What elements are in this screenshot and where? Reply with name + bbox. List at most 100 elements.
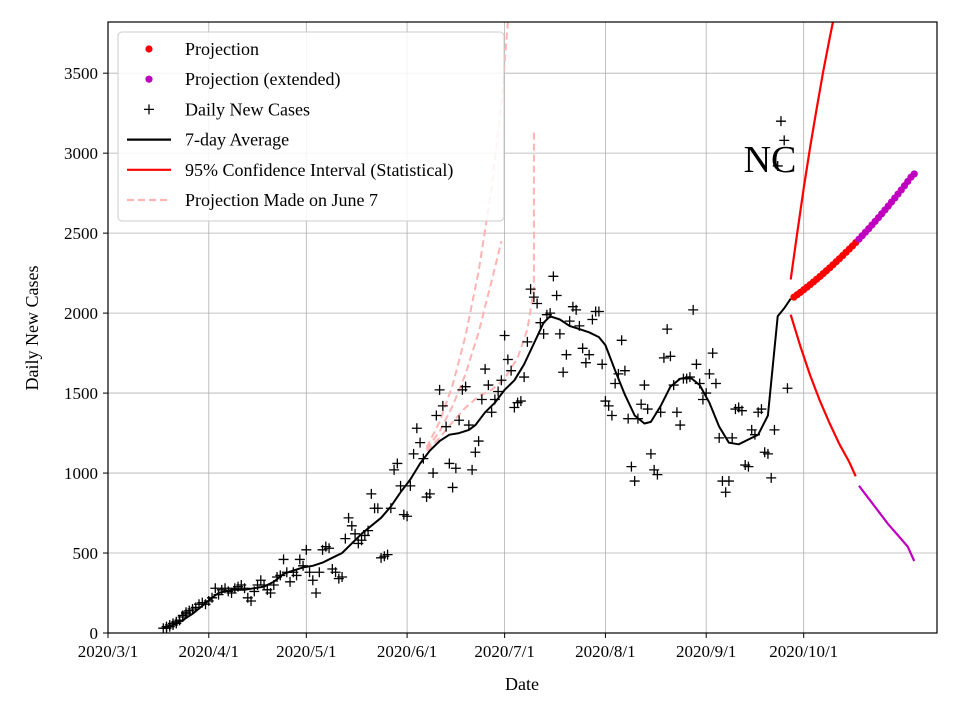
daily-case-marker <box>769 424 780 435</box>
legend-label: Projection Made on June 7 <box>185 190 378 210</box>
daily-case-marker <box>688 304 699 315</box>
daily-case-marker <box>392 458 403 469</box>
daily-case-marker <box>496 375 507 386</box>
daily-case-marker <box>665 351 676 362</box>
legend-item: Projection (extended) <box>145 69 340 90</box>
daily-case-marker <box>210 583 221 594</box>
legend-label: Projection <box>185 39 259 59</box>
daily-case-marker <box>372 503 383 514</box>
daily-case-marker <box>285 576 296 587</box>
daily-case-marker <box>519 372 530 383</box>
daily-case-marker <box>441 421 452 432</box>
legend-marker <box>144 104 154 115</box>
daily-case-marker <box>639 380 650 391</box>
y-tick-label: 2000 <box>64 304 98 323</box>
daily-case-marker <box>395 480 406 491</box>
daily-case-marker <box>450 463 461 474</box>
daily-case-marker <box>671 407 682 418</box>
ci-lower-line <box>789 314 857 477</box>
annotation-state-label: NC <box>744 139 797 181</box>
daily-case-marker <box>428 468 439 479</box>
daily-case-marker <box>246 596 257 607</box>
x-tick-label: 2020/4/1 <box>179 642 239 661</box>
daily-case-marker <box>340 533 351 544</box>
daily-case-marker <box>502 354 513 365</box>
x-tick-label: 2020/8/1 <box>575 642 635 661</box>
daily-case-marker <box>727 432 738 443</box>
june7-projection-upper-line <box>425 22 509 448</box>
daily-case-marker <box>467 464 478 475</box>
daily-case-marker <box>779 135 790 146</box>
legend-label: 7-day Average <box>185 130 289 150</box>
legend-item: 95% Confidence Interval (Statistical) <box>127 160 453 181</box>
legend-label: 95% Confidence Interval (Statistical) <box>185 160 453 181</box>
daily-case-marker <box>766 472 777 483</box>
daily-case-marker <box>460 381 471 392</box>
daily-case-marker <box>311 588 322 599</box>
daily-case-marker <box>463 420 474 431</box>
daily-case-marker <box>447 482 458 493</box>
daily-case-marker <box>298 560 309 571</box>
seven-day-average-line <box>162 298 792 630</box>
daily-case-marker <box>434 384 445 395</box>
daily-case-marker <box>564 316 575 327</box>
x-tick-label: 2020/10/1 <box>769 642 838 661</box>
daily-case-marker <box>548 271 559 282</box>
legend-marker <box>145 75 153 83</box>
projection-extended-dot <box>910 170 918 178</box>
daily-case-marker <box>616 335 627 346</box>
daily-case-marker <box>402 511 413 522</box>
daily-case-marker <box>528 292 539 303</box>
daily-case-marker <box>437 400 448 411</box>
legend-item: Daily New Cases <box>144 99 310 119</box>
ci-upper-line <box>789 22 835 280</box>
y-tick-label: 0 <box>90 624 99 643</box>
y-tick-label: 500 <box>73 544 99 563</box>
daily-case-marker <box>714 432 725 443</box>
daily-case-marker <box>346 520 357 531</box>
y-tick-label: 1500 <box>64 384 98 403</box>
daily-case-marker <box>642 404 653 415</box>
daily-case-marker <box>366 488 377 499</box>
daily-case-marker <box>294 554 305 565</box>
daily-case-marker <box>756 404 767 415</box>
daily-case-marker <box>515 396 526 407</box>
daily-case-marker <box>522 336 533 347</box>
legend-box <box>117 31 505 222</box>
y-tick-label: 2500 <box>64 224 98 243</box>
daily-case-marker <box>470 447 481 458</box>
daily-case-marker <box>265 588 276 599</box>
daily-case-marker <box>525 284 536 295</box>
daily-case-marker <box>662 324 673 335</box>
daily-case-marker <box>291 570 302 581</box>
legend-item: Projection <box>145 39 259 59</box>
daily-case-marker <box>483 380 494 391</box>
daily-case-marker <box>408 448 419 459</box>
daily-case-marker <box>691 359 702 370</box>
daily-case-marker <box>389 464 400 475</box>
daily-case-marker <box>493 386 504 397</box>
daily-case-marker <box>619 365 630 376</box>
daily-case-marker <box>629 476 640 487</box>
daily-case-marker <box>603 400 614 411</box>
daily-case-marker <box>652 469 663 480</box>
daily-case-marker <box>314 567 325 578</box>
daily-case-marker <box>554 328 565 339</box>
y-tick-label: 3500 <box>64 64 98 83</box>
daily-case-marker <box>486 407 497 418</box>
x-tick-label: 2020/9/1 <box>676 642 736 661</box>
legend-item: Projection Made on June 7 <box>127 190 378 210</box>
daily-case-marker <box>704 368 715 379</box>
daily-case-marker <box>675 420 686 431</box>
daily-case-marker <box>476 394 487 405</box>
daily-case-marker <box>304 567 315 578</box>
daily-case-marker <box>782 383 793 394</box>
legend-label: Daily New Cases <box>185 99 310 119</box>
x-tick-label: 2020/7/1 <box>474 642 534 661</box>
daily-case-marker <box>710 378 721 389</box>
daily-case-marker <box>411 423 422 434</box>
daily-case-marker <box>636 399 647 410</box>
daily-case-marker <box>658 352 669 363</box>
daily-case-marker <box>645 448 656 459</box>
